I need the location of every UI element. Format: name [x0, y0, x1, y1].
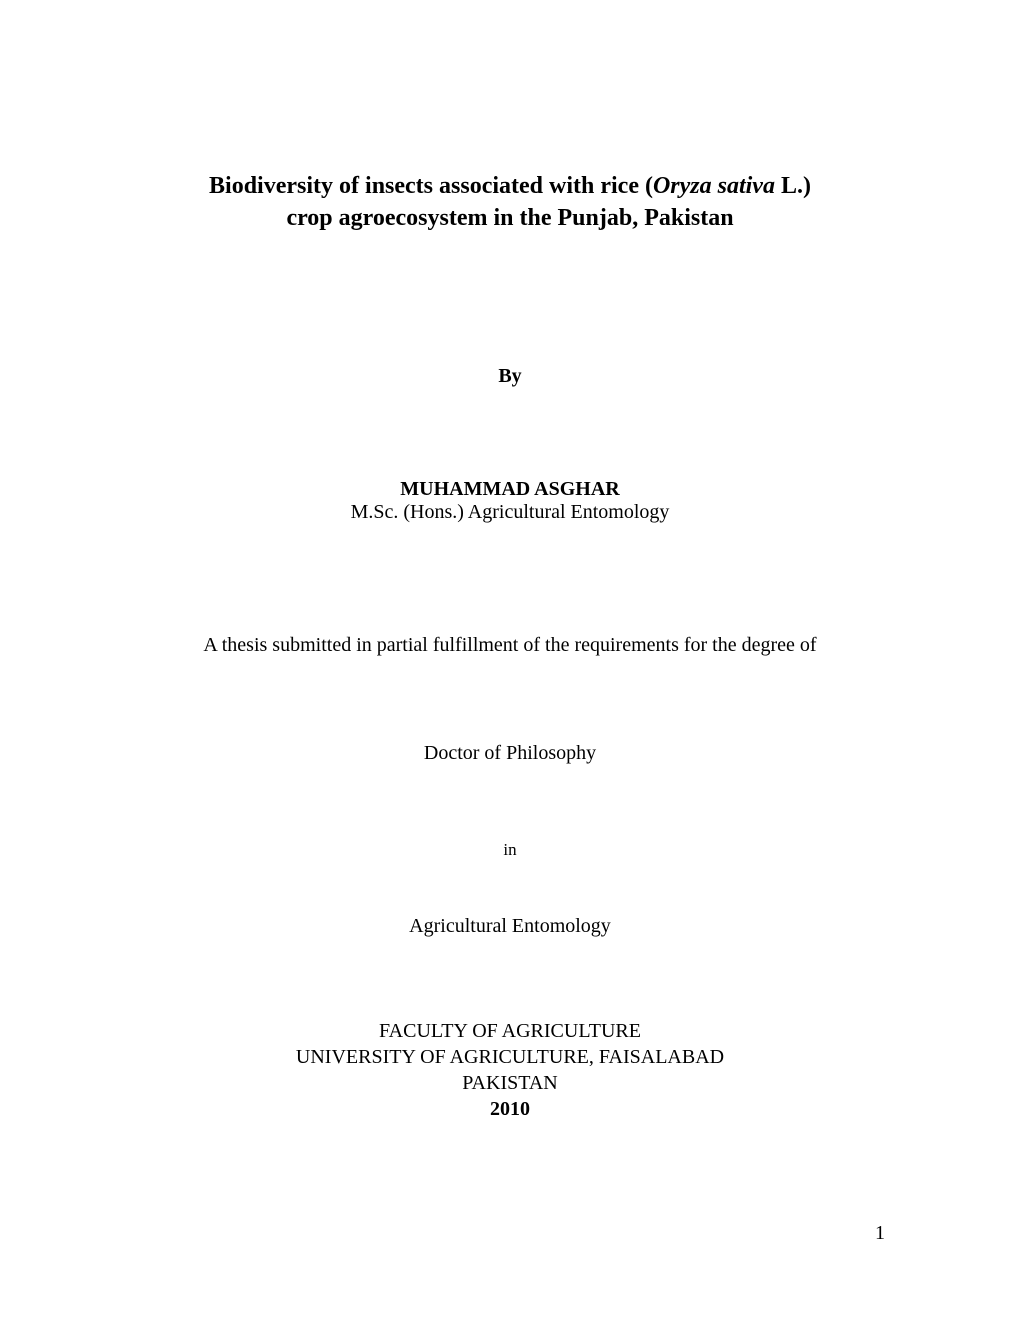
faculty-name: FACULTY OF AGRICULTURE: [130, 1018, 890, 1044]
country-name: PAKISTAN: [130, 1070, 890, 1096]
by-label: By: [130, 365, 890, 388]
title-line1-suffix: L.): [775, 173, 811, 199]
subject-name: Agricultural Entomology: [130, 915, 890, 938]
author-name: MUHAMMAD ASGHAR: [130, 478, 890, 501]
page-number: 1: [875, 1222, 885, 1245]
title-line2: crop agroecosystem in the Punjab, Pakist…: [286, 205, 733, 231]
institution-block: FACULTY OF AGRICULTURE UNIVERSITY OF AGR…: [130, 1018, 890, 1122]
thesis-title: Biodiversity of insects associated with …: [130, 170, 890, 235]
title-line1-prefix: Biodiversity of insects associated with …: [209, 173, 653, 199]
author-degree: M.Sc. (Hons.) Agricultural Entomology: [130, 501, 890, 524]
university-name: UNIVERSITY OF AGRICULTURE, FAISALABAD: [130, 1044, 890, 1070]
year: 2010: [130, 1096, 890, 1122]
degree-name: Doctor of Philosophy: [130, 742, 890, 765]
title-species-name: Oryza sativa: [653, 173, 775, 199]
submission-statement: A thesis submitted in partial fulfillmen…: [130, 634, 890, 657]
in-label: in: [130, 840, 890, 860]
